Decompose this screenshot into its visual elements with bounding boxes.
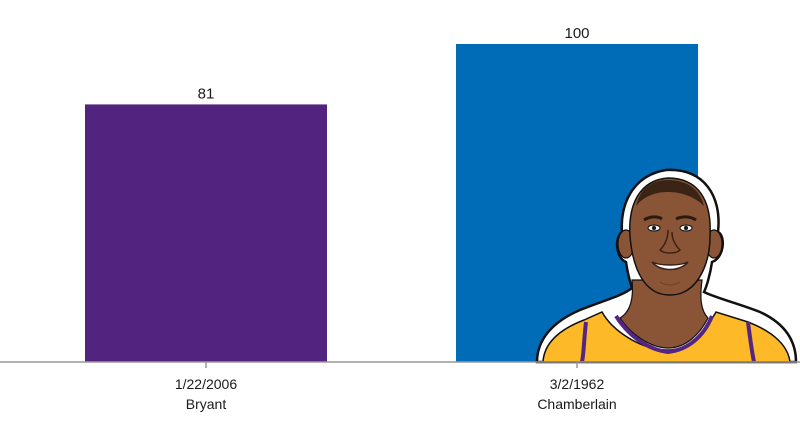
tick-date-bryant: 1/22/2006 bbox=[175, 376, 237, 392]
value-label-chamberlain: 100 bbox=[564, 25, 589, 42]
bar-bryant bbox=[85, 104, 327, 363]
head bbox=[629, 177, 711, 296]
tick-date-chamberlain: 3/2/1962 bbox=[550, 376, 605, 392]
value-labels: 81 100 bbox=[198, 25, 590, 102]
chin-line bbox=[659, 281, 681, 286]
hair bbox=[636, 180, 704, 206]
left-eyebrow bbox=[643, 215, 663, 222]
jersey-trim bbox=[614, 314, 714, 355]
left-pupil bbox=[651, 225, 657, 231]
right-eyebrow bbox=[675, 215, 697, 222]
tick-player-bryant: Bryant bbox=[186, 396, 227, 412]
nose bbox=[658, 229, 682, 254]
value-label-bryant: 81 bbox=[198, 85, 215, 102]
player-avatar-illustration bbox=[535, 168, 798, 364]
mouth bbox=[651, 261, 689, 271]
right-pupil bbox=[683, 225, 689, 231]
neck bbox=[619, 279, 709, 349]
category-labels: 1/22/2006 Bryant 3/2/1962 Chamberlain bbox=[175, 376, 617, 412]
armhole-trim-left bbox=[580, 321, 588, 363]
x-axis-ticks bbox=[205, 362, 578, 368]
tick-player-chamberlain: Chamberlain bbox=[537, 396, 616, 412]
armhole-trim-right bbox=[746, 321, 756, 363]
